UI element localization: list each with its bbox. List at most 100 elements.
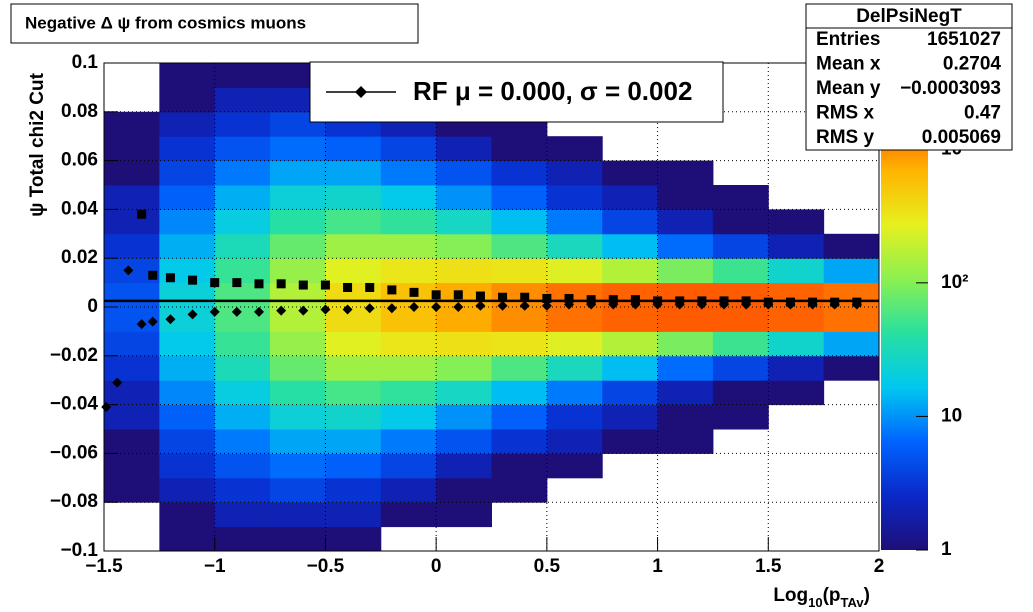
heatmap-cell [768,307,825,332]
profile-square [276,279,286,289]
heatmap-cell [602,209,659,235]
heatmap-cell [491,160,548,186]
profile-diamond [763,299,774,310]
profile-diamond [254,306,264,317]
heatmap-cell [380,185,437,210]
heatmap-cell [270,526,326,552]
heatmap-cell [325,331,382,357]
heatmap-cell [546,404,603,430]
heatmap-cell [546,258,603,284]
heatmap-cell [657,380,714,406]
heatmap-cell [657,209,714,235]
heatmap-cell [546,209,603,235]
profile-diamond [608,299,619,310]
profile-diamond [112,377,123,388]
profile-diamond [674,299,685,310]
heatmap-cell [380,233,437,259]
heatmap-cell [546,429,603,454]
heatmap-cell [214,258,271,284]
x-tick-label: −0.5 [307,556,345,577]
heatmap-cell [712,355,769,381]
profile-diamond [741,299,752,310]
heatmap-cell [602,331,659,357]
heatmap-cell [602,380,659,406]
heatmap-cell [325,502,382,528]
heatmap-cell [270,258,326,284]
heatmap-cell [159,282,216,308]
heatmap-cell [104,331,160,357]
heatmap-cell [214,429,271,454]
heatmap-cell [546,307,603,332]
heatmap-cell [214,233,271,259]
profile-square [387,285,397,295]
profile-square [475,291,485,301]
heatmap-cell [270,355,326,381]
profile-diamond [807,299,818,310]
heatmap-cell [214,404,271,430]
heatmap-cell [159,380,216,406]
heatmap-cell [325,453,382,479]
heatmap-cell [159,233,216,259]
heatmap-cell [159,453,216,479]
profile-square [498,292,508,302]
heatmap-cell [159,355,216,381]
x-tick-label: 1 [652,556,663,577]
heatmap-cell [214,380,271,406]
y-tick-label: −0.1 [60,540,98,561]
heatmap-cell [546,160,603,186]
axes: −1.5 −1 −0.5 0 0.5 1 1.5 2 −0.1 −0.08 −0.06 −0.04 −0… [50,52,969,577]
profile-square [165,273,175,283]
heatmap-cell [436,453,492,479]
heatmap-cell [491,453,548,479]
heatmap-cell [768,355,825,381]
heatmap-cell [491,331,548,357]
heatmap-cell [380,258,437,284]
heatmap-cell [436,233,492,259]
heatmap-cell [325,404,382,430]
stats-value: 1651027 [927,29,1001,50]
heatmap-cell [325,380,382,406]
x-label-part: ) [864,585,870,606]
profile-square [542,293,552,303]
heatmap-cell [436,307,492,332]
heatmap-cell [159,63,216,88]
heatmap-cell [270,477,326,503]
heatmap-cell [712,380,769,406]
heatmap-cell [270,185,326,210]
profile-diamond [147,316,158,327]
heatmap-cell [214,502,271,528]
heatmap-cell [491,185,548,210]
profile-diamond [364,303,375,314]
profile-diamond [475,300,486,311]
heatmap-cell [270,380,326,406]
heatmap-cell [214,136,271,162]
heatmap-cell [325,307,382,332]
heatmap-cell [602,185,659,210]
heatmap-cell [380,136,437,162]
heatmap-cell [436,355,492,381]
heatmap-cell [104,282,160,308]
profile-diamond [719,299,729,310]
heatmap-cell [712,307,769,332]
heatmap-cell [214,477,271,503]
heatmap-cell [270,429,326,454]
heatmap-cell [159,404,216,430]
heatmap-cell [546,380,603,406]
heatmap-cell [823,307,880,332]
heatmap-cell [214,63,271,88]
heatmap-cell [214,355,271,381]
heatmap-cell [214,453,271,479]
heatmap-cell [712,209,769,235]
heatmap-cell [602,233,659,259]
heatmap-cell [159,331,216,357]
heatmap-cell [657,355,714,381]
heatmap-cell [657,331,714,357]
heatmap-cell [159,87,216,113]
profile-diamond [123,265,134,276]
heatmap-cell [657,160,714,186]
profile-diamond [652,299,663,310]
stats-label: Mean y [816,78,881,99]
profile-diamond [829,299,840,310]
profile-diamond [386,303,397,314]
profile-diamond [785,299,796,310]
